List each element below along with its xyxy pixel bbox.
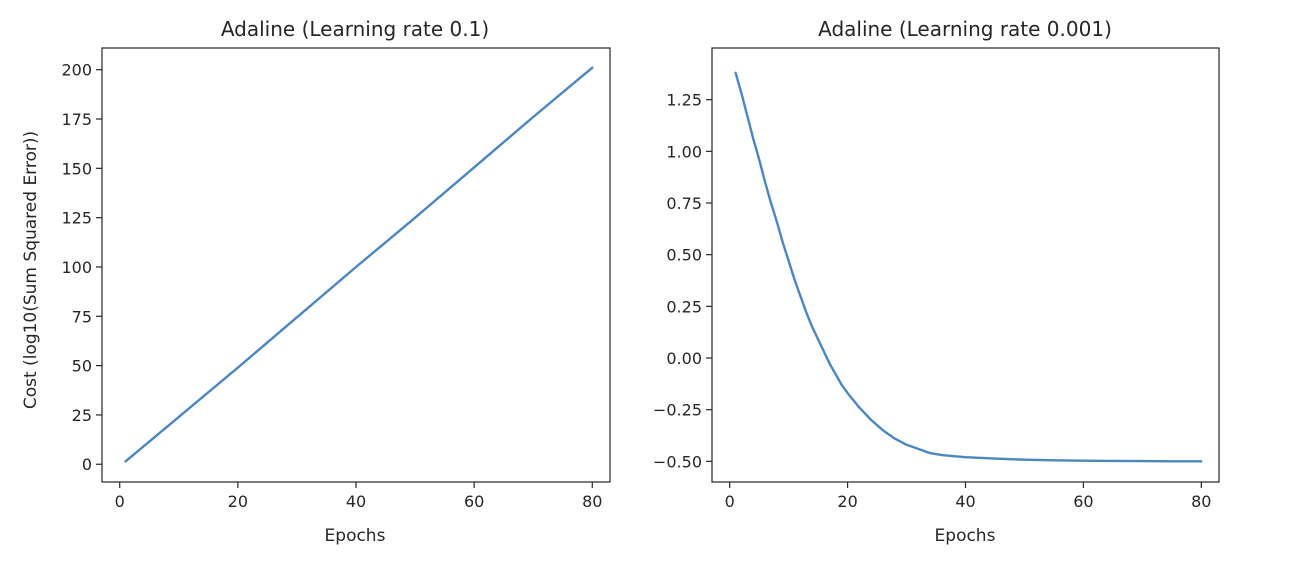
x-tick-label: 40 [346, 492, 366, 511]
x-tick-label: 80 [582, 492, 602, 511]
y-tick-label: −0.50 [653, 452, 702, 471]
x-tick-label: 60 [464, 492, 484, 511]
x-axis-label: Epochs [325, 526, 386, 546]
x-tick-label: 40 [955, 492, 975, 511]
y-axis-label: Cost (log10(Sum Squared Error)) [21, 131, 41, 409]
x-tick-label: 0 [115, 492, 125, 511]
y-tick-label: 100 [61, 258, 92, 277]
y-tick-label: 1.25 [666, 91, 702, 110]
y-tick-label: 25 [72, 406, 92, 425]
x-axis-label: Epochs [935, 526, 996, 546]
chart-title: Adaline (Learning rate 0.001) [818, 17, 1112, 41]
series-line [734, 71, 1203, 463]
chart-title: Adaline (Learning rate 0.1) [221, 17, 489, 41]
y-tick-label: 200 [61, 61, 92, 80]
y-tick-label: 0.75 [666, 194, 702, 213]
axes-frame [711, 47, 1220, 483]
y-tick-label: 175 [61, 110, 92, 129]
x-tick-label: 0 [725, 492, 735, 511]
y-tick-label: 50 [72, 357, 92, 376]
chart-learning-rate-0-001: Adaline (Learning rate 0.001) Epochs 0 20… [653, 17, 1220, 546]
y-tick-label: 125 [61, 209, 92, 228]
y-tick-label: 0.25 [666, 297, 702, 316]
series-line [124, 66, 594, 463]
y-tick-label: 150 [61, 159, 92, 178]
x-tick-label: 20 [837, 492, 857, 511]
chart-learning-rate-0-1: Adaline (Learning rate 0.1) Epochs Cost … [21, 17, 611, 546]
y-tick-label: 0.50 [666, 246, 702, 265]
y-tick-label: 1.00 [666, 142, 702, 161]
y-tick-label: 75 [72, 307, 92, 326]
x-tick-label: 20 [228, 492, 248, 511]
x-tick-label: 80 [1191, 492, 1211, 511]
y-tick-label: 0.00 [666, 349, 702, 368]
y-tick-label: −0.25 [653, 401, 702, 420]
axes-frame [101, 47, 611, 483]
y-tick-label: 0 [82, 455, 92, 474]
x-tick-label: 60 [1073, 492, 1093, 511]
